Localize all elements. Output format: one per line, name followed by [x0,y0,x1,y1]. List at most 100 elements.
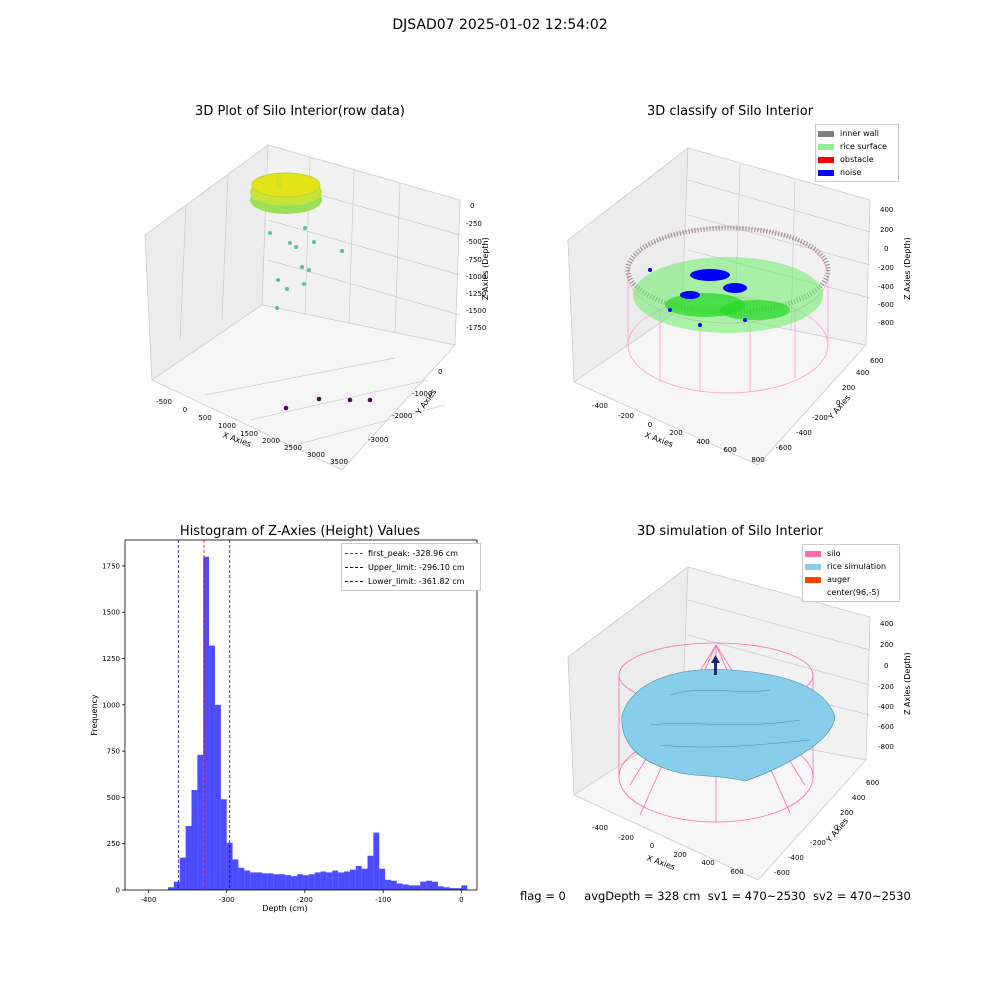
panel4-ytick: 600 [866,779,879,787]
panel2-xtick: 0 [648,421,652,429]
histogram-bar [361,868,368,890]
panel1-ztick: -1750 [466,324,486,332]
histogram-bar [455,888,462,890]
panel2-ytick: 600 [870,357,883,365]
histogram-bar [344,871,350,890]
histogram-chart: -400 -300 -200 -100 0 0 250 500 750 1000 1250 1500 1… [90,539,478,913]
legend-line [345,566,363,568]
panel2-ytick: 0 [836,399,840,407]
legend-label: rice surface [840,142,887,151]
panel1-ztick: -1250 [466,290,486,298]
panel1-ztick: -250 [466,220,482,228]
legend-entry: rice simulation [805,560,897,573]
legend-entry: inner wall [818,127,896,140]
histogram-bar [279,874,286,890]
legend-entry: first_peak: -328.96 cm [345,546,477,560]
panel4-ztick: 400 [880,620,893,628]
legend-swatch [805,550,821,557]
legend-swatch [818,169,834,176]
histogram-bar [367,855,374,890]
histogram-bar [373,832,380,890]
panel4-ztick: 0 [884,662,888,670]
histogram-bar [302,875,309,890]
panel4-title: 3D simulation of Silo Interior [637,524,823,539]
histogram-bar [232,859,239,890]
histogram-bar [238,867,245,890]
histogram-bar [297,874,303,890]
panel4-ztick: -600 [878,723,894,731]
histogram-bar [168,887,174,890]
panel4-rice-surface [621,669,836,782]
panel1-ztick: -1500 [466,307,486,315]
panel1-ytick: -2000 [392,412,412,420]
panel1-xtick: 3000 [307,451,325,459]
histogram-bar [437,886,444,890]
histogram-xlabel: Depth (cm) [262,904,307,913]
panel2-xtick: 600 [723,446,736,454]
panel4-ytick: -600 [774,869,790,877]
histogram-bar [402,884,409,890]
panel1-xtick: 2000 [262,437,280,445]
histogram-ytick-label: 1500 [102,609,120,617]
panel2-inner-wall [625,225,831,315]
histogram-bar [314,872,321,890]
panel2-ytick: -600 [776,444,792,452]
histogram-xtick-label: 0 [459,896,463,904]
histogram-bar [326,872,333,890]
histogram-bar [261,873,268,890]
panel2-ztick: -400 [878,283,894,291]
panel2-xtick: -200 [618,412,634,420]
panel1-3d-plot: -500 0 500 1000 1500 2000 2500 3000 3500… [144,144,490,470]
legend-swatch [818,156,834,163]
histogram-ytick-label: 1750 [102,562,120,570]
histogram-bar [179,857,186,890]
panel4-ytick: 0 [834,824,838,832]
histogram-bar [285,875,292,890]
legend-label: first_peak: -328.96 cm [368,548,459,558]
histogram-bar [173,881,180,890]
panel1-ztick: -750 [466,256,482,264]
panel1-ytick: -1000 [412,390,432,398]
histogram-ytick-label: 1000 [102,701,120,709]
histogram-bar [390,880,397,890]
legend-label: center(96,-5) [827,588,880,597]
panel2-xtick: -400 [592,402,608,410]
legend-entry: auger [805,573,897,586]
histogram-bar [250,872,257,890]
legend-entry: Upper_limit: -296.10 cm [345,560,477,574]
histogram-bar [320,871,327,890]
panel1-title: 3D Plot of Silo Interior(row data) [195,104,405,119]
panel1-ytick: -3000 [368,436,388,444]
histogram-xtick-label: -100 [375,896,391,904]
panel4-ytick: -200 [810,839,826,847]
legend-entry: rice surface [818,140,896,153]
histogram-frame [124,539,478,891]
histogram-bar [191,790,198,890]
panel4-xlabel: X Axies [645,853,676,872]
panel1-xtick: -500 [156,398,172,406]
histogram-ytick-label: 750 [107,748,120,756]
histogram-legend: first_peak: -328.96 cm Upper_limit: -296… [341,543,481,591]
panel4-ylabel: Y Axies [824,816,850,845]
status-footer: flag = 0 avgDepth = 328 cm sv1 = 470~253… [520,889,911,903]
flag-text: flag = 0 [520,889,566,903]
legend-label: Upper_limit: -296.10 cm [368,562,465,572]
histogram-bar [408,885,415,890]
histogram-xtick-label: -200 [297,896,313,904]
panel2-ytick: 200 [842,384,855,392]
histogram-bar [338,872,345,890]
histogram-bar [308,874,315,890]
sv1-text: sv1 = 470~2530 [707,889,806,903]
panel4-zlabel: Z Axies (Depth) [903,652,912,715]
panel1-xtick: 1000 [218,422,236,430]
legend-swatch [805,576,821,583]
histogram-bar [385,879,391,890]
legend-entry: noise [818,166,896,179]
panel4-ytick: 400 [852,794,865,802]
panel2-ztick: 400 [880,206,893,214]
panel2-xtick: 400 [696,438,709,446]
histogram-bar [214,704,221,890]
histogram-xtick-label: -400 [141,896,157,904]
histogram-bar [396,883,403,890]
legend-entry: Lower_limit: -361.82 cm [345,574,477,588]
